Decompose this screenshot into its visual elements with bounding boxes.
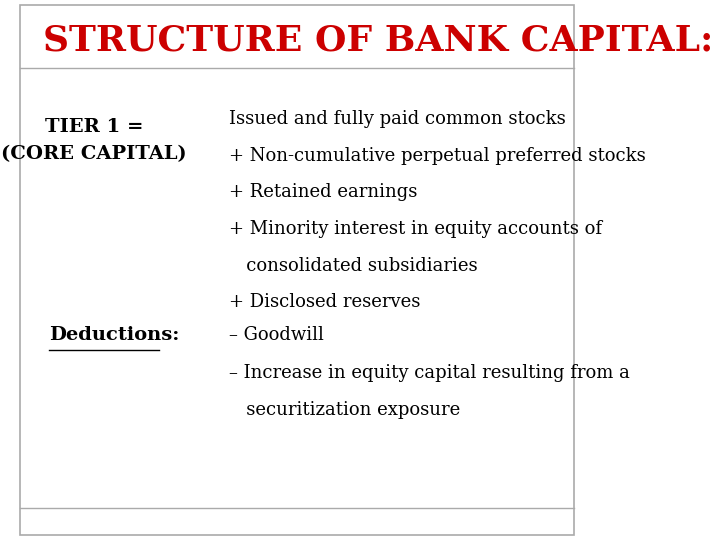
Text: TIER 1 =: TIER 1 = [45,118,143,136]
Text: securitization exposure: securitization exposure [230,401,461,420]
Text: Issued and fully paid common stocks: Issued and fully paid common stocks [230,110,566,128]
Text: + Disclosed reserves: + Disclosed reserves [230,293,420,312]
Text: consolidated subsidiaries: consolidated subsidiaries [230,256,478,275]
Text: + Non-cumulative perpetual preferred stocks: + Non-cumulative perpetual preferred sto… [230,146,646,165]
Text: STRUCTURE OF BANK CAPITAL:: STRUCTURE OF BANK CAPITAL: [43,24,714,57]
Text: + Minority interest in equity accounts of: + Minority interest in equity accounts o… [230,220,603,238]
Text: (CORE CAPITAL): (CORE CAPITAL) [1,145,186,163]
Text: + Retained earnings: + Retained earnings [230,183,418,201]
Text: – Increase in equity capital resulting from a: – Increase in equity capital resulting f… [230,363,630,382]
Text: Deductions:: Deductions: [48,326,179,344]
Text: – Goodwill: – Goodwill [230,326,324,344]
